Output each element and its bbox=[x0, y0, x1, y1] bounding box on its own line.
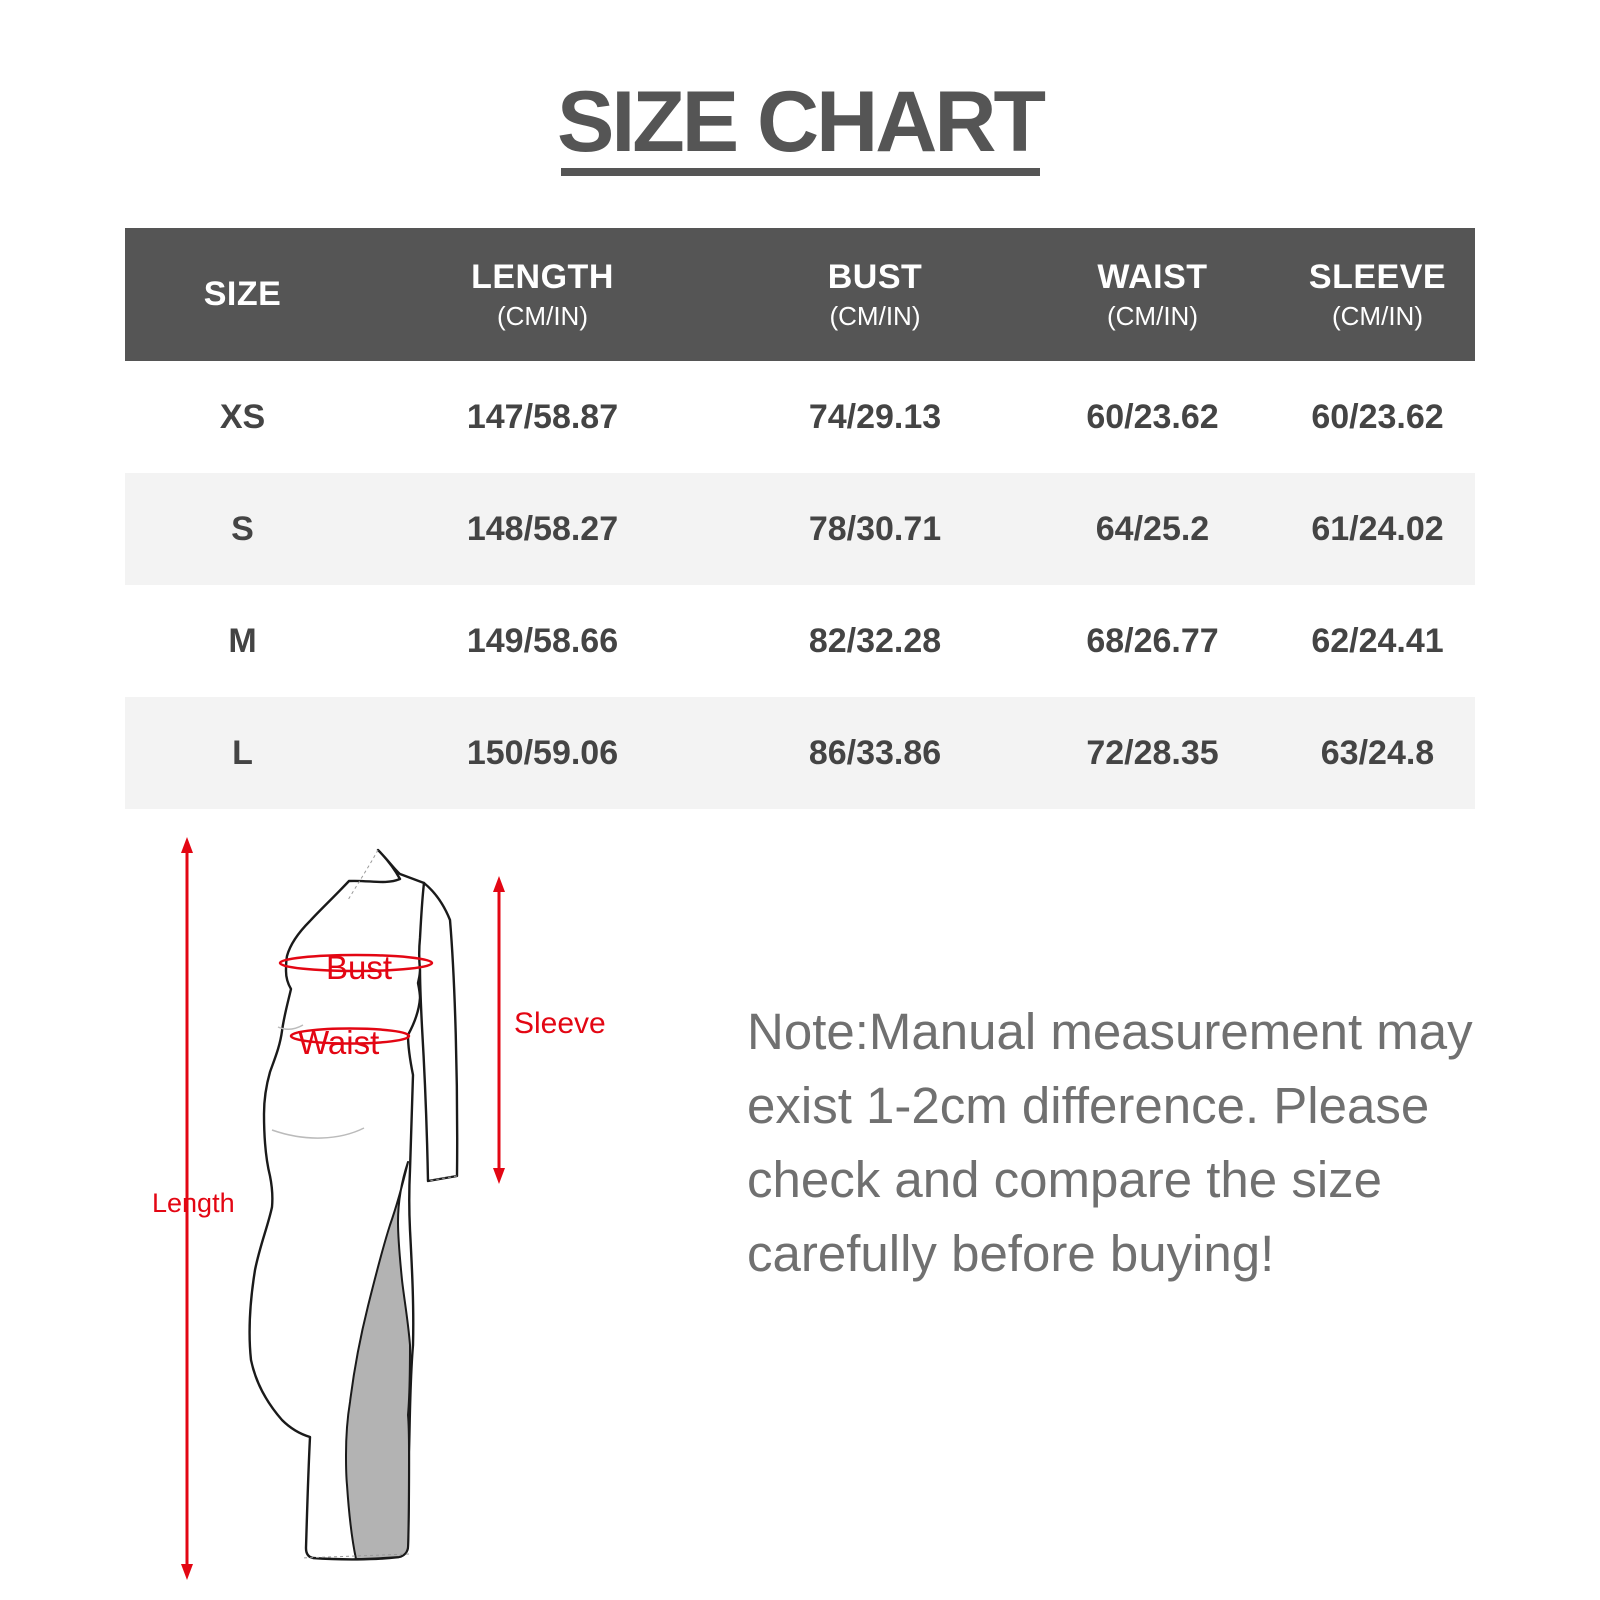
svg-text:Waist: Waist bbox=[298, 1024, 379, 1061]
svg-text:Length: Length bbox=[152, 1188, 235, 1218]
svg-text:Bust: Bust bbox=[326, 949, 392, 986]
svg-text:Sleeve: Sleeve bbox=[514, 1007, 606, 1040]
